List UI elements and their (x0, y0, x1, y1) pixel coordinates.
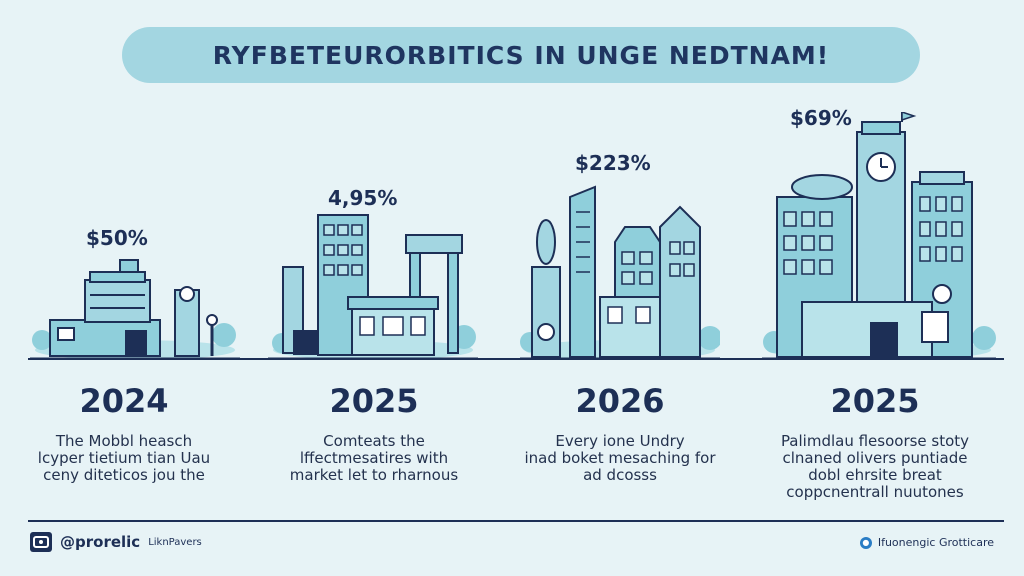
stage-2-year: 2025 (329, 382, 419, 420)
stage-1-description: The Mobbl heasch lcyper tietium tian Uau… (4, 433, 244, 484)
stage-3-buildings-illustration (520, 185, 720, 360)
stage-2-percent: 4,95% (328, 186, 398, 210)
stage-4-percent: $69% (790, 106, 852, 130)
stage-3-description-line: ad dcosss (583, 466, 657, 484)
title-banner: RYFBETEURORBITICS IN UNGE NEDTNAM! (122, 27, 920, 83)
stage-2-description-line: Comteats the (323, 432, 425, 450)
stage-4-description-line: coppcnentrall nuutones (786, 483, 964, 501)
page-title: RYFBETEURORBITICS IN UNGE NEDTNAM! (212, 40, 830, 70)
stage-1-percent: $50% (86, 226, 148, 250)
stage-1-description-line: lcyper tietium tian Uau (37, 449, 211, 467)
stage-3-year: 2026 (575, 382, 665, 420)
stage-3-description: Every ione Undry inad boket mesaching fo… (500, 433, 740, 484)
timeline-divider (28, 358, 1004, 360)
footer-divider (28, 520, 1004, 522)
stage-4-description: Palimdlau flesoorse stoty clnaned oliver… (755, 433, 995, 501)
stage-4-description-line: Palimdlau flesoorse stoty (780, 432, 970, 450)
footer-sub-label: LiknPavers (148, 536, 202, 548)
credit-badge-icon: ● (859, 536, 872, 549)
footer-handle: @prorelic (60, 533, 141, 551)
stage-1-buildings-illustration (30, 259, 240, 360)
stage-1-description-line: The Mobbl heasch (55, 432, 193, 450)
stage-3-description-line: Every ione Undry (555, 432, 685, 450)
stage-3-percent: $223% (575, 151, 651, 175)
stage-4-description-line: dobl ehrsite breat (808, 466, 942, 484)
stage-2-description-line: lffectmesatires with (299, 449, 449, 467)
stage-3-description-line: inad boket mesaching for (524, 449, 716, 467)
footer-credit-text: Ifuonengic Grotticare (877, 536, 994, 549)
stage-2-description-line: market let to rharnous (289, 466, 459, 484)
stage-4-year: 2025 (830, 382, 920, 420)
brand-logo-icon (30, 532, 52, 552)
stage-4-description-line: clnaned olivers puntiade (782, 449, 968, 467)
footer-credit[interactable]: ● Ifuonengic Grotticare (859, 536, 994, 549)
stage-1-description-line: ceny diteticos jou the (43, 466, 205, 484)
stage-1-year: 2024 (79, 382, 169, 420)
stage-2-description: Comteats the lffectmesatires with market… (254, 433, 494, 484)
footer-brand[interactable]: @prorelic LiknPavers (30, 532, 202, 552)
stage-4-buildings-illustration (762, 112, 996, 360)
stage-2-buildings-illustration (268, 214, 478, 360)
